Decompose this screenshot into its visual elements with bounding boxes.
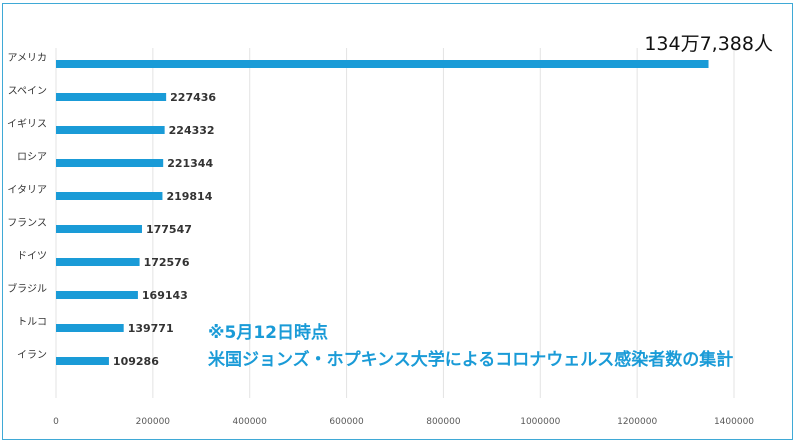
data-label: 139771 (128, 322, 174, 335)
category-label: イギリス (7, 118, 47, 130)
bar (56, 192, 163, 200)
category-label: ドイツ (17, 251, 47, 262)
bar (56, 93, 167, 101)
x-tick-label: 200000 (136, 417, 171, 427)
bar (56, 357, 109, 365)
data-label: 134万7,388人 (644, 33, 773, 55)
data-label: 221344 (167, 157, 213, 170)
category-label: ブラジル (7, 282, 47, 295)
x-tick-label: 400000 (233, 417, 268, 427)
annotation-line-1: ※5月12日時点 (208, 322, 328, 343)
chart-frame (2, 3, 793, 440)
x-tick-label: 1400000 (714, 417, 754, 427)
bar (56, 225, 142, 233)
bar (56, 324, 124, 332)
bar (56, 60, 709, 68)
bar (56, 126, 165, 134)
category-label: アメリカ (8, 52, 48, 64)
data-labels: 134万7,388人 227436 224332 221344 219814 177547… (113, 33, 773, 368)
x-tick-label: 1200000 (617, 417, 657, 427)
bars (56, 60, 709, 365)
category-label: イラン (17, 349, 47, 361)
bar (56, 291, 138, 299)
annotation-line-2: 米国ジョンズ・ホプキンス大学によるコロナウェルス感染者数の集計 (208, 349, 733, 370)
data-label: 227436 (170, 91, 216, 104)
category-label: ロシア (17, 152, 47, 163)
x-tick-label: 1000000 (520, 417, 560, 427)
data-label: 219814 (166, 190, 212, 203)
bar (56, 258, 140, 266)
data-label: 172576 (144, 256, 190, 269)
bar (56, 159, 164, 167)
x-tick-labels: 0 200000 400000 600000 800000 1000000 1200000 1… (53, 417, 754, 427)
category-label: フランス (7, 217, 47, 229)
gridlines (55, 48, 735, 398)
x-tick-label: 800000 (426, 417, 461, 427)
x-tick-label: 0 (53, 417, 59, 427)
data-label: 109286 (113, 355, 159, 368)
category-label: イタリア (7, 184, 47, 196)
data-label: 224332 (169, 124, 215, 137)
data-label: 169143 (142, 289, 188, 302)
x-tick-label: 600000 (329, 417, 364, 427)
data-label: 177547 (146, 223, 192, 236)
category-label: トルコ (17, 317, 47, 328)
category-label: スペイン (8, 86, 47, 97)
